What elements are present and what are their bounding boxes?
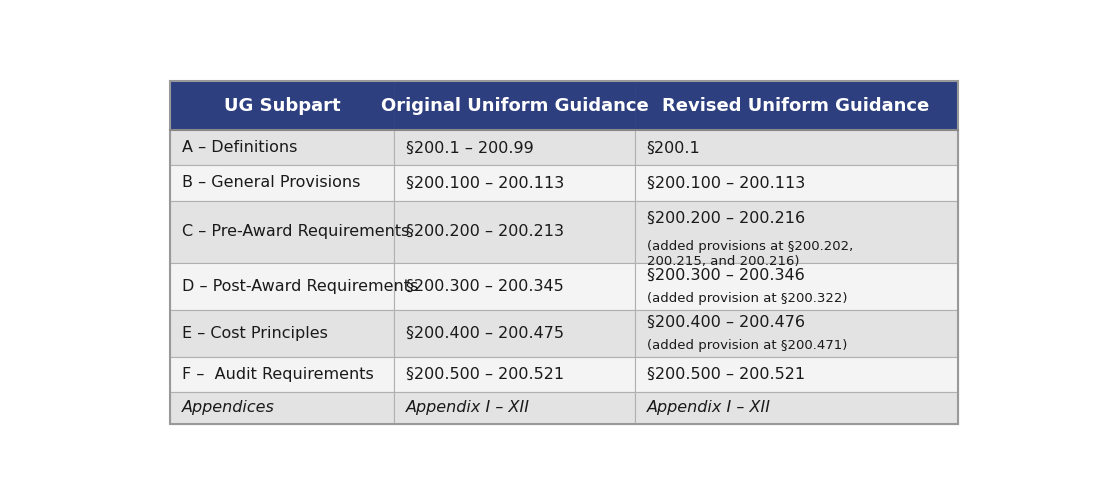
Text: §200.400 – 200.475: §200.400 – 200.475 xyxy=(406,326,564,340)
Text: §200.200 – 200.213: §200.200 – 200.213 xyxy=(406,224,564,239)
Bar xyxy=(635,310,958,356)
Text: C – Pre-Award Requirements: C – Pre-Award Requirements xyxy=(182,224,409,239)
Bar xyxy=(395,356,635,392)
Text: (added provision at §200.322): (added provision at §200.322) xyxy=(647,292,847,305)
Text: §200.100 – 200.113: §200.100 – 200.113 xyxy=(647,176,805,190)
Bar xyxy=(635,81,958,130)
Text: §200.1 – 200.99: §200.1 – 200.99 xyxy=(406,140,535,156)
Bar xyxy=(395,262,635,310)
Text: Appendices: Appendices xyxy=(182,400,275,415)
Text: D – Post-Award Requirements: D – Post-Award Requirements xyxy=(182,278,418,293)
Text: §200.100 – 200.113: §200.100 – 200.113 xyxy=(406,176,564,190)
Text: UG Subpart: UG Subpart xyxy=(223,97,341,115)
Text: §200.500 – 200.521: §200.500 – 200.521 xyxy=(647,366,805,382)
Bar xyxy=(635,392,958,424)
Bar xyxy=(395,166,635,200)
Text: §200.300 – 200.345: §200.300 – 200.345 xyxy=(406,278,564,293)
Bar xyxy=(169,130,395,166)
Bar xyxy=(635,356,958,392)
Bar xyxy=(169,356,395,392)
Text: §200.300 – 200.346: §200.300 – 200.346 xyxy=(647,268,804,283)
Bar xyxy=(635,262,958,310)
Text: §200.400 – 200.476: §200.400 – 200.476 xyxy=(647,316,804,330)
Bar xyxy=(395,310,635,356)
Bar xyxy=(395,130,635,166)
Bar xyxy=(169,81,958,424)
Text: E – Cost Principles: E – Cost Principles xyxy=(182,326,328,340)
Text: (added provisions at §200.202,
200.215, and 200.216): (added provisions at §200.202, 200.215, … xyxy=(647,240,852,268)
Bar xyxy=(395,81,635,130)
Text: §200.500 – 200.521: §200.500 – 200.521 xyxy=(406,366,564,382)
Bar xyxy=(395,200,635,262)
Bar xyxy=(395,392,635,424)
Text: B – General Provisions: B – General Provisions xyxy=(182,176,360,190)
Text: Appendix I – XII: Appendix I – XII xyxy=(406,400,530,415)
Text: F –  Audit Requirements: F – Audit Requirements xyxy=(182,366,374,382)
Text: A – Definitions: A – Definitions xyxy=(182,140,297,156)
Bar xyxy=(169,81,395,130)
Bar xyxy=(635,130,958,166)
Bar xyxy=(635,166,958,200)
Bar xyxy=(169,262,395,310)
Text: Revised Uniform Guidance: Revised Uniform Guidance xyxy=(662,97,930,115)
Bar xyxy=(169,310,395,356)
Bar xyxy=(169,200,395,262)
Text: Original Uniform Guidance: Original Uniform Guidance xyxy=(381,97,648,115)
Bar xyxy=(635,200,958,262)
Bar xyxy=(169,392,395,424)
Text: (added provision at §200.471): (added provision at §200.471) xyxy=(647,340,847,352)
Bar xyxy=(169,166,395,200)
Text: Appendix I – XII: Appendix I – XII xyxy=(647,400,771,415)
Text: §200.1: §200.1 xyxy=(647,140,701,156)
Text: §200.200 – 200.216: §200.200 – 200.216 xyxy=(647,210,805,226)
